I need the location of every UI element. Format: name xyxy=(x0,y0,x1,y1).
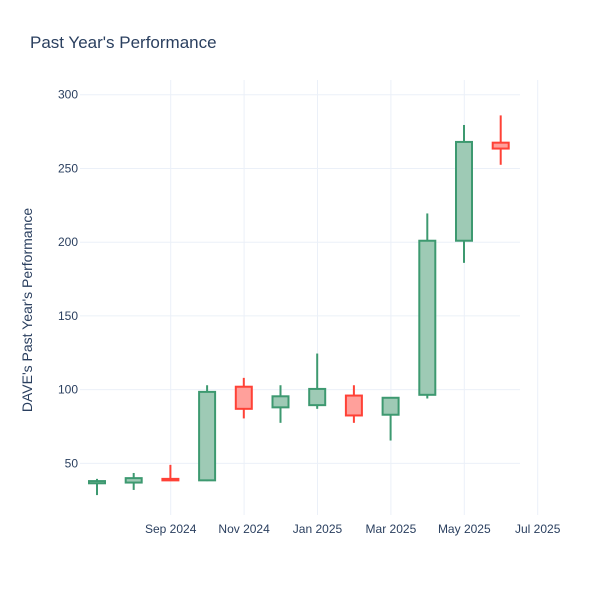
y-tick-label: 100 xyxy=(58,383,78,397)
x-tick-label: Sep 2024 xyxy=(145,522,197,536)
grid-lines xyxy=(80,80,539,515)
chart-title: Past Year's Performance xyxy=(30,33,217,52)
x-tick-label: May 2025 xyxy=(438,522,491,536)
x-tick-label: Jan 2025 xyxy=(293,522,343,536)
candle-body xyxy=(381,396,400,416)
y-axis-ticks: 50 100 150 200 250 300 xyxy=(58,88,78,471)
x-tick-label: Jul 2025 xyxy=(515,522,561,536)
y-tick-label: 250 xyxy=(58,161,78,175)
x-axis-ticks: Sep 2024 Nov 2024 Jan 2025 Mar 2025 May 2025… xyxy=(145,522,561,536)
candle-body xyxy=(418,239,437,396)
x-tick-label: Mar 2025 xyxy=(366,522,417,536)
candle-2025-07[interactable] xyxy=(491,115,510,165)
candle-body xyxy=(124,477,143,484)
candle-2025-01[interactable] xyxy=(271,385,290,423)
candle-body xyxy=(88,480,106,485)
candle-body xyxy=(491,141,510,150)
candle-2025-02[interactable] xyxy=(308,353,327,409)
candle-body xyxy=(234,385,253,410)
candle-body xyxy=(455,140,473,242)
candle-body xyxy=(344,394,363,417)
x-tick-label: Nov 2024 xyxy=(218,522,270,536)
y-tick-label: 150 xyxy=(58,309,78,323)
candle-2025-05[interactable] xyxy=(418,213,437,399)
y-axis-title: DAVE's Past Year's Performance xyxy=(19,208,35,413)
candle-2025-04[interactable] xyxy=(381,396,400,441)
candle-2024-08[interactable] xyxy=(88,478,106,496)
candle-2024-11[interactable] xyxy=(198,385,217,482)
candle-body xyxy=(198,390,217,482)
candle-2024-10[interactable] xyxy=(161,464,180,482)
candle-2024-12[interactable] xyxy=(234,377,253,419)
candle-body xyxy=(161,477,180,482)
candle-2025-03[interactable] xyxy=(344,385,363,423)
y-tick-label: 50 xyxy=(65,456,79,470)
candle-body xyxy=(271,395,290,409)
candle-2024-09[interactable] xyxy=(124,472,143,490)
candles xyxy=(88,115,510,496)
y-tick-label: 200 xyxy=(58,235,78,249)
y-tick-label: 300 xyxy=(58,88,78,102)
candle-2025-06[interactable] xyxy=(455,124,473,263)
candle-body xyxy=(308,387,327,407)
